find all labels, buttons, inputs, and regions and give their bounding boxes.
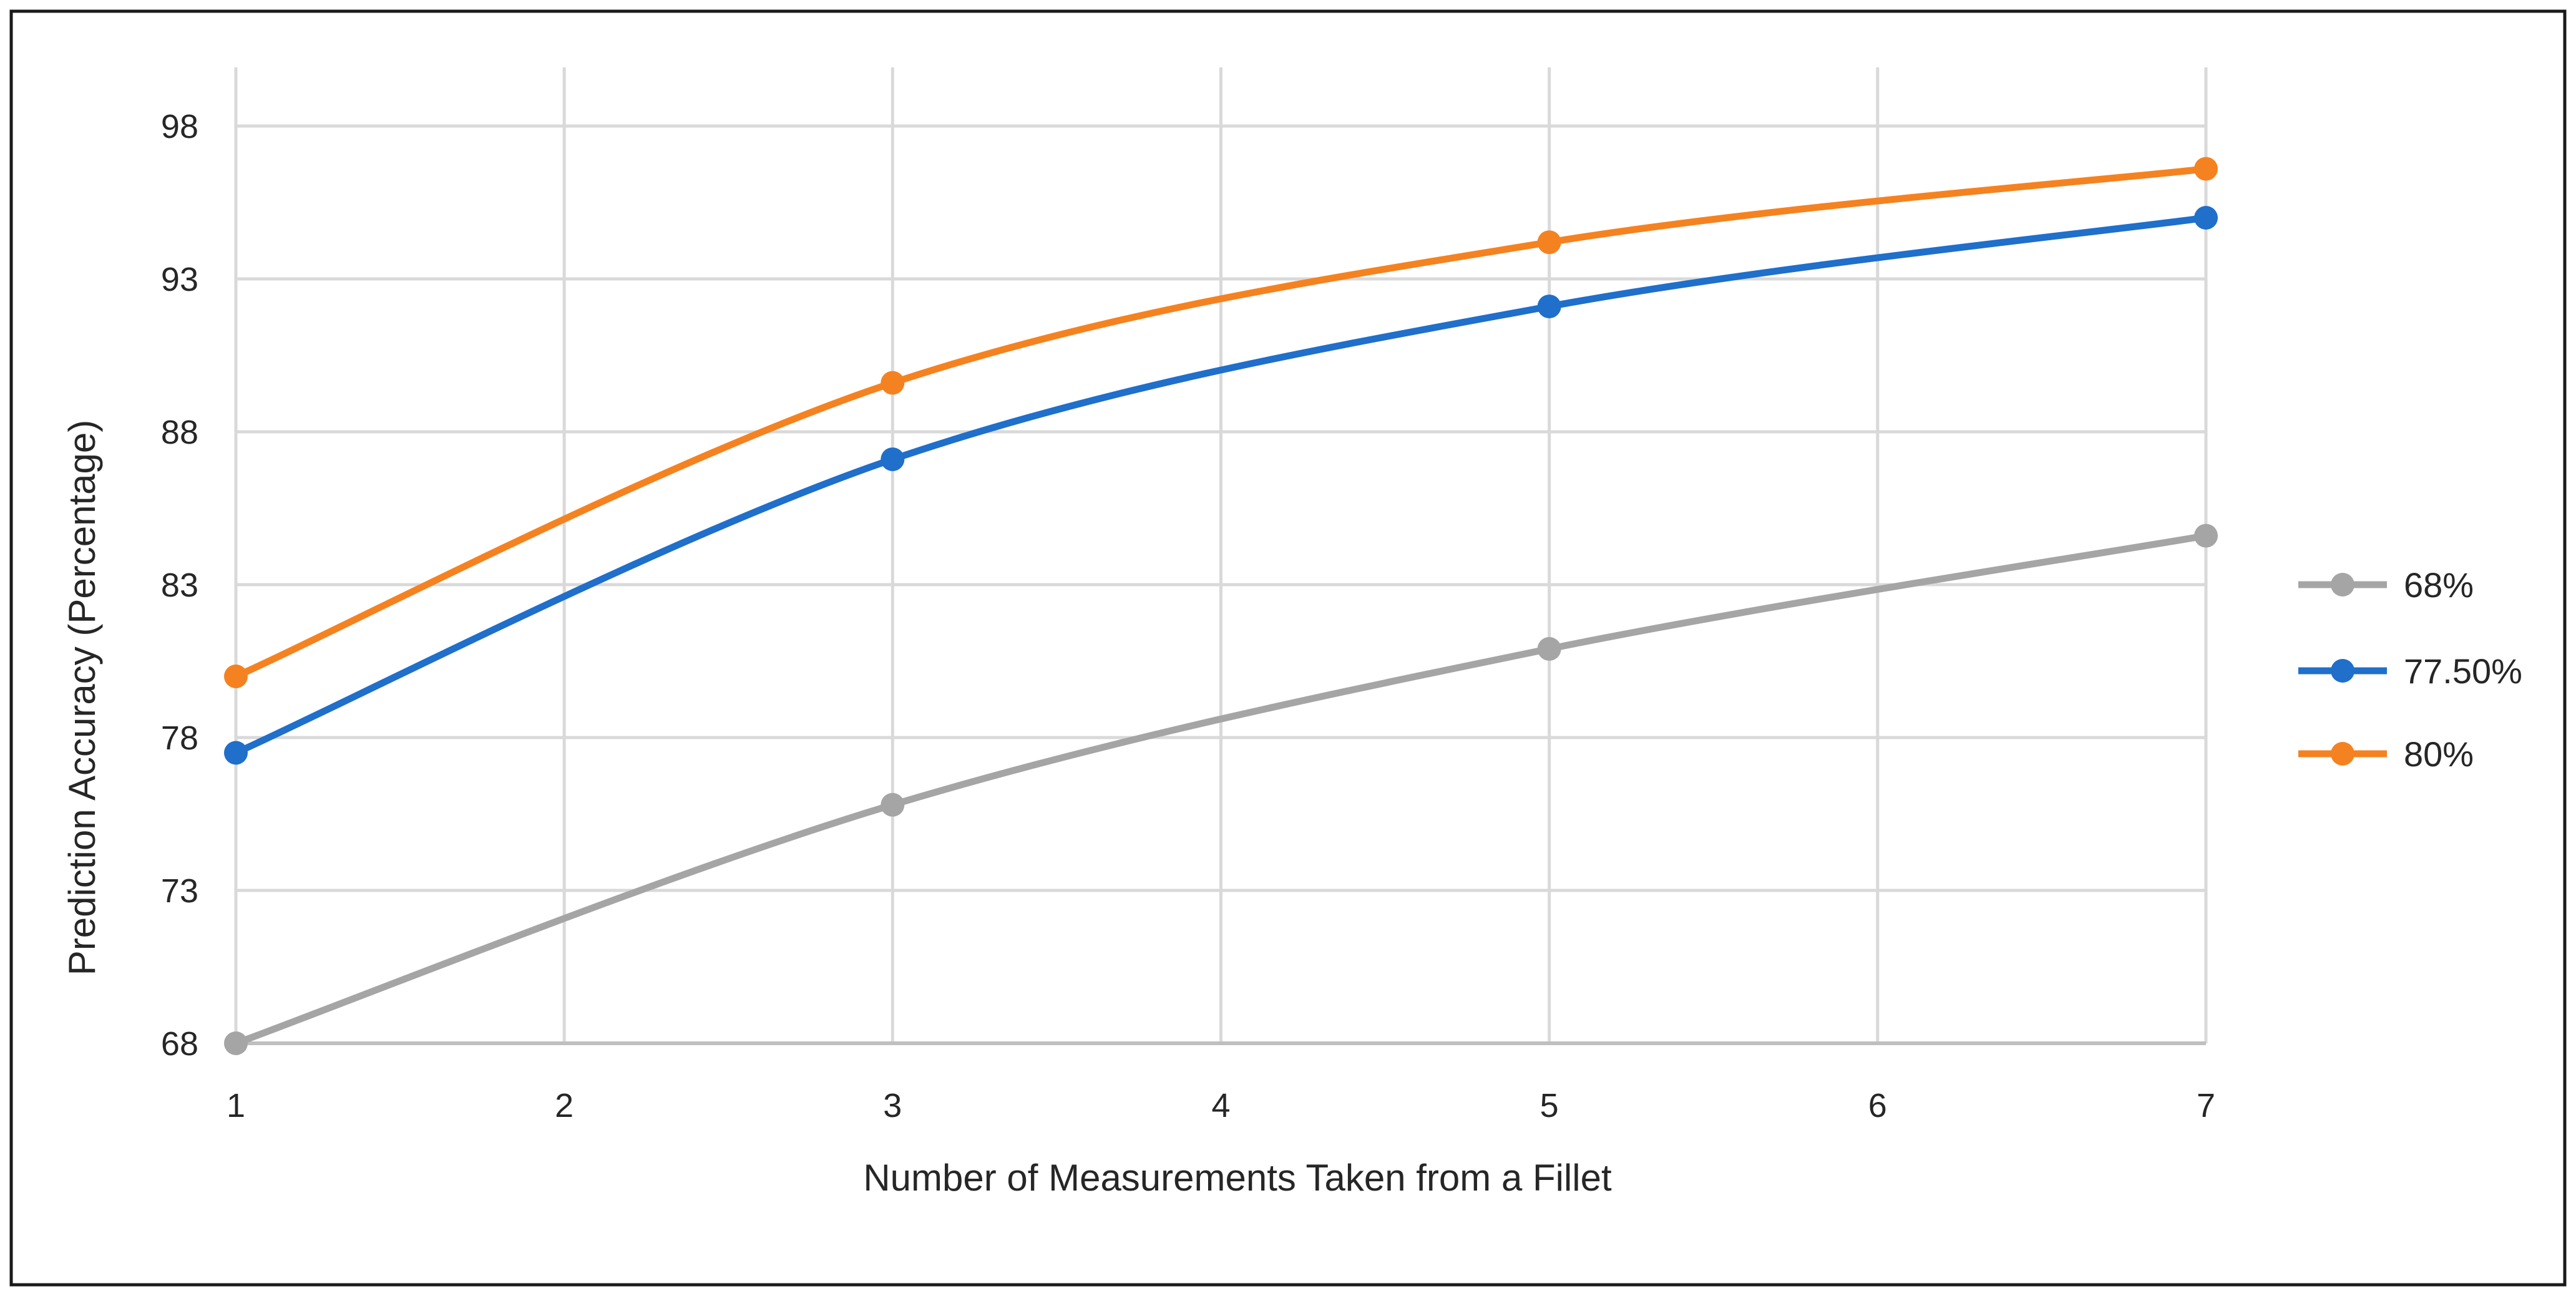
x-tick-label: 1 bbox=[227, 1087, 245, 1124]
series-line bbox=[232, 165, 2210, 680]
x-tick-label: 7 bbox=[2197, 1087, 2215, 1124]
y-axis-ticks: 68 73 78 83 88 93 98 bbox=[161, 108, 198, 1063]
legend-swatch-marker bbox=[2331, 659, 2354, 683]
x-tick-label: 2 bbox=[555, 1087, 573, 1124]
legend-label: 77.50% bbox=[2404, 651, 2522, 691]
data-point bbox=[2194, 157, 2218, 181]
y-tick-label: 83 bbox=[161, 567, 198, 604]
series-line bbox=[232, 214, 2210, 756]
legend-label: 80% bbox=[2404, 734, 2474, 774]
y-tick-label: 78 bbox=[161, 719, 198, 757]
chart-border bbox=[9, 9, 2567, 1287]
series-2 bbox=[224, 157, 2218, 688]
x-tick-label: 3 bbox=[883, 1087, 902, 1124]
x-axis-ticks: 1 2 3 4 5 6 7 bbox=[227, 1087, 2215, 1124]
legend: 68% 77.50% 80% bbox=[2298, 565, 2522, 774]
data-point bbox=[881, 792, 905, 817]
x-tick-label: 6 bbox=[1868, 1087, 1887, 1124]
data-point bbox=[224, 741, 248, 765]
data-point bbox=[2194, 524, 2218, 548]
data-point bbox=[2194, 206, 2218, 230]
data-point bbox=[224, 1031, 248, 1055]
y-tick-label: 88 bbox=[161, 414, 198, 451]
legend-label: 68% bbox=[2404, 565, 2474, 605]
data-point bbox=[1537, 636, 1561, 661]
data-point bbox=[1537, 295, 1561, 319]
data-point bbox=[224, 665, 248, 688]
y-tick-label: 98 bbox=[161, 108, 198, 145]
legend-item: 77.50% bbox=[2298, 651, 2522, 691]
gridlines bbox=[234, 67, 2208, 1045]
y-tick-label: 93 bbox=[161, 261, 198, 298]
y-tick-label: 73 bbox=[161, 872, 198, 910]
series-line bbox=[232, 532, 2210, 1047]
legend-item: 68% bbox=[2298, 565, 2474, 605]
data-point bbox=[881, 447, 905, 472]
y-axis-title: Prediction Accuracy (Percentage) bbox=[61, 420, 103, 975]
x-tick-label: 4 bbox=[1211, 1087, 1230, 1124]
legend-swatch-marker bbox=[2331, 573, 2354, 597]
x-tick-label: 5 bbox=[1540, 1087, 1559, 1124]
series-1 bbox=[224, 206, 2218, 765]
y-tick-label: 68 bbox=[161, 1025, 198, 1063]
legend-swatch-marker bbox=[2331, 742, 2354, 766]
x-axis-title: Number of Measurements Taken from a Fill… bbox=[863, 1157, 1612, 1199]
legend-item: 80% bbox=[2298, 734, 2474, 774]
data-point bbox=[881, 371, 905, 395]
series-0 bbox=[224, 524, 2218, 1055]
data-point bbox=[1537, 230, 1561, 255]
plot-series bbox=[224, 157, 2218, 1055]
